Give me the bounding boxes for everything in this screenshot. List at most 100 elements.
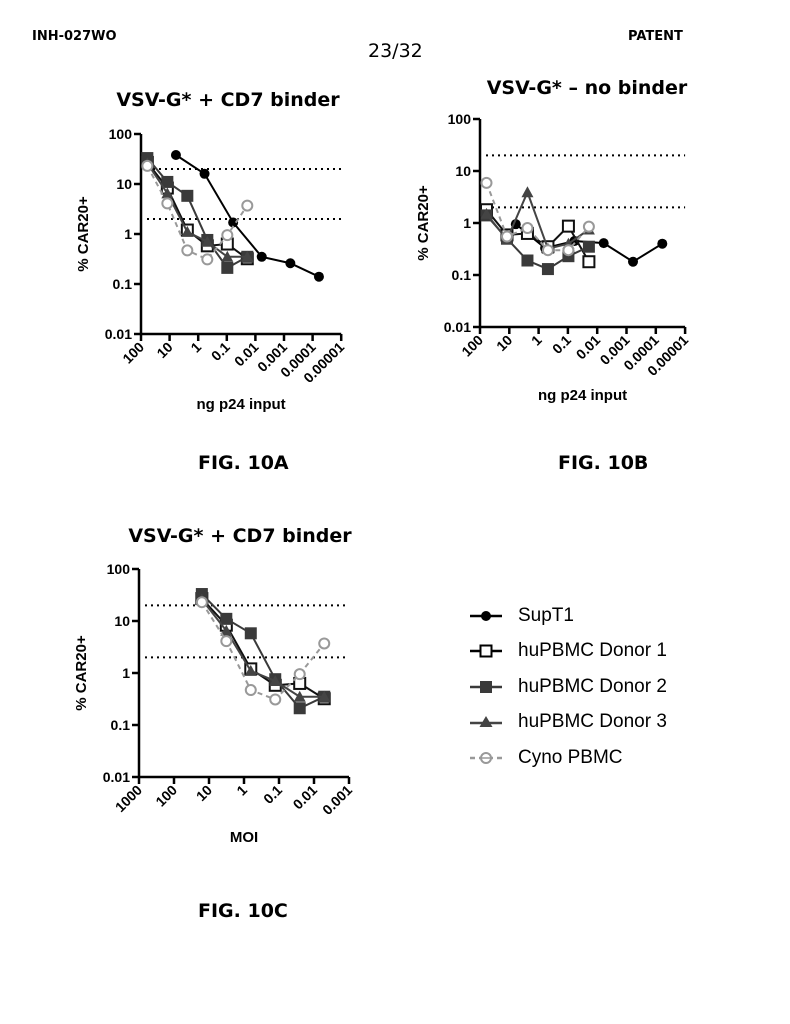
data-point — [221, 250, 234, 262]
data-point — [293, 702, 306, 715]
series-line — [146, 162, 248, 258]
x-tick-label: 0.01 — [290, 782, 321, 813]
x-tick-label: 0.1 — [208, 339, 233, 364]
data-point — [161, 197, 174, 210]
data-point — [582, 240, 595, 253]
x-tick-label: 10 — [493, 332, 515, 354]
x-tick-label: 1 — [233, 782, 250, 799]
x-tick-label: 0.1 — [260, 782, 285, 807]
chart-title: VSV-G* + CD7 binder — [116, 89, 340, 111]
data-point — [170, 150, 181, 161]
legend-label: huPBMC Donor 1 — [518, 640, 667, 662]
y-tick-label: 0.1 — [113, 276, 133, 292]
legend-marker-filled-square-icon — [470, 680, 502, 693]
series-hupbmc-donor-2 — [195, 588, 331, 715]
x-tick-label: 0.1 — [549, 332, 574, 357]
data-point — [318, 690, 331, 702]
data-point — [628, 256, 639, 267]
legend-label: huPBMC Donor 2 — [518, 675, 667, 697]
legend-item-cyno: Cyno PBMC — [468, 740, 667, 776]
data-point — [293, 690, 306, 702]
data-point — [582, 220, 595, 233]
data-point — [269, 693, 282, 706]
data-point — [521, 254, 534, 267]
data-point — [285, 258, 296, 269]
legend-marker-open-circle-icon — [470, 751, 502, 764]
y-tick-label: 10 — [116, 176, 132, 192]
x-axis-label: MOI — [230, 829, 258, 846]
data-point — [541, 244, 554, 257]
page-number: 23/32 — [368, 40, 423, 62]
x-tick-label: 1000 — [112, 782, 145, 815]
x-tick-label: 0.001 — [319, 782, 355, 818]
data-point — [241, 250, 254, 262]
x-tick-label: 10 — [153, 339, 175, 361]
chart-title: VSV-G* – no binder — [487, 77, 688, 99]
chart-title: VSV-G* + CD7 binder — [128, 525, 352, 547]
legend-item-supt1: SupT1 — [468, 598, 667, 634]
series-cyno-pbmc — [141, 159, 254, 266]
docket-number: INH-027WO — [32, 29, 117, 44]
legend-marker-filled-circle-icon — [470, 610, 502, 621]
legend-marker-filled-triangle-icon — [470, 716, 502, 728]
data-point — [181, 189, 194, 202]
data-point — [561, 219, 575, 233]
y-axis-label: % CAR20+ — [75, 196, 92, 272]
x-tick-label: 1 — [187, 339, 204, 356]
series-hupbmc-donor-2 — [141, 152, 254, 274]
data-point — [161, 175, 174, 188]
data-point — [181, 244, 194, 257]
y-tick-label: 10 — [455, 163, 471, 179]
data-point — [318, 637, 331, 650]
legend-item-donor3: huPBMC Donor 3 — [468, 705, 667, 741]
y-tick-label: 1 — [463, 215, 471, 231]
y-axis-label: % CAR20+ — [415, 185, 432, 261]
data-point — [228, 217, 239, 228]
series-line — [201, 593, 325, 710]
data-point — [521, 222, 534, 235]
y-tick-label: 10 — [114, 613, 130, 629]
x-axis-label: ng p24 input — [197, 396, 286, 413]
series-line — [201, 601, 326, 701]
data-point — [562, 244, 575, 257]
data-point — [221, 229, 234, 242]
legend-label: Cyno PBMC — [518, 746, 623, 768]
data-point — [541, 263, 554, 276]
data-point — [269, 675, 282, 687]
data-point — [201, 253, 214, 266]
y-tick-label: 0.1 — [111, 717, 131, 733]
figure-caption-10c: FIG. 10C — [198, 900, 288, 922]
figure-caption-10a: FIG. 10A — [198, 452, 289, 474]
series-hupbmc-donor-1 — [480, 203, 596, 269]
legend-label: SupT1 — [518, 604, 574, 626]
x-tick-label: 100 — [152, 782, 180, 810]
x-tick-label: 100 — [119, 339, 147, 367]
data-point — [195, 596, 208, 609]
series-cyno-pbmc — [195, 596, 331, 706]
data-point — [480, 176, 493, 189]
data-point — [220, 635, 233, 648]
data-point — [199, 168, 210, 179]
series-line — [201, 598, 325, 698]
y-tick-label: 100 — [448, 111, 472, 127]
data-point — [221, 261, 234, 274]
series-hupbmc-donor-3 — [195, 593, 331, 702]
y-tick-label: 1 — [122, 665, 130, 681]
figure-caption-10b: FIG. 10B — [558, 452, 649, 474]
x-tick-label: 100 — [458, 332, 486, 360]
y-axis-label: % CAR20+ — [73, 635, 90, 711]
y-tick-label: 1 — [124, 226, 132, 242]
data-point — [141, 159, 154, 172]
y-tick-label: 100 — [109, 126, 133, 142]
data-point — [244, 627, 257, 640]
y-tick-label: 0.01 — [103, 769, 130, 785]
data-point — [256, 251, 267, 262]
data-point — [293, 668, 306, 681]
series-line — [146, 157, 248, 270]
data-point — [244, 684, 257, 697]
series-hupbmc-donor-3 — [141, 157, 254, 262]
data-point — [220, 624, 233, 636]
